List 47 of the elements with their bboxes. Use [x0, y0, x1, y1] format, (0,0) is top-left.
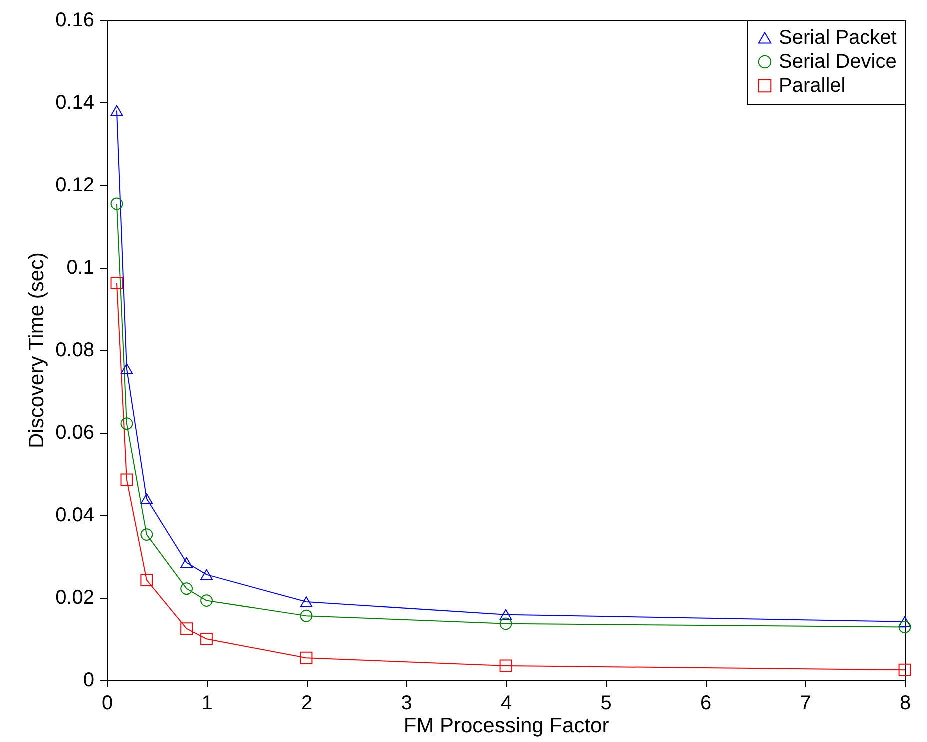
legend-label: Serial Device	[779, 51, 897, 73]
x-tick-label: 2	[301, 692, 313, 714]
point	[110, 105, 124, 116]
point	[180, 557, 193, 568]
point	[180, 582, 193, 596]
x-tick-label: 8	[900, 692, 912, 714]
y-tick-label: 0.08	[56, 340, 94, 362]
y-tick-label: 0.14	[56, 92, 94, 114]
point	[120, 474, 134, 486]
point	[200, 594, 213, 607]
x-tick-label: 4	[500, 692, 512, 714]
point	[898, 621, 912, 634]
point	[180, 622, 193, 636]
legend-label: Serial Packet	[779, 27, 898, 49]
point	[200, 632, 213, 646]
point	[200, 569, 213, 580]
point	[300, 652, 313, 664]
y-tick-label: 0.02	[56, 587, 94, 609]
point	[500, 609, 512, 620]
point	[300, 610, 313, 622]
point	[898, 616, 912, 628]
point	[120, 418, 134, 430]
x-tick-label: 1	[202, 692, 213, 714]
y-tick-label: 0.06	[56, 422, 94, 444]
legend-label: Parallel	[779, 75, 846, 97]
point	[110, 198, 124, 210]
x-tick-label: 7	[800, 692, 812, 714]
point	[500, 618, 512, 630]
x-tick-label: 6	[700, 692, 712, 714]
y-tick-label: 0.12	[56, 174, 94, 196]
point	[140, 528, 154, 541]
point	[300, 596, 313, 608]
x-tick-label: 3	[401, 692, 412, 714]
point	[110, 276, 124, 290]
y-tick-label: 0.16	[56, 10, 94, 32]
point	[140, 574, 154, 586]
point	[898, 664, 912, 676]
y-tick-label: 0.04	[56, 504, 94, 526]
y-tick-label: 0.1	[66, 257, 94, 279]
x-tick-label: 0	[102, 692, 114, 714]
point	[140, 493, 154, 504]
y-tick-label: 0	[83, 670, 94, 692]
point	[120, 364, 134, 374]
point	[500, 660, 512, 672]
x-axis-title: FM Processing Factor	[404, 714, 610, 738]
x-tick-label: 5	[600, 692, 612, 714]
y-axis-title: Discovery Time (sec)	[26, 252, 49, 449]
